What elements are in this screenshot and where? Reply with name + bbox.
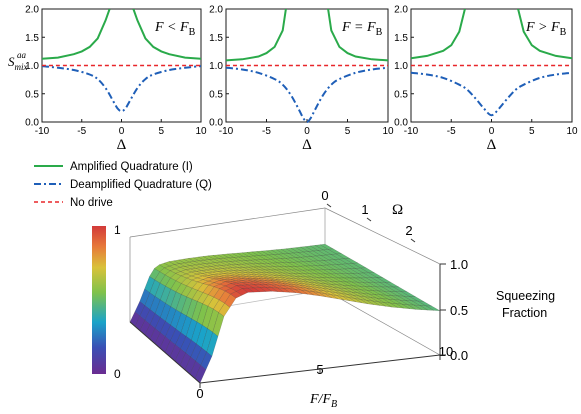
box-edge bbox=[129, 207, 326, 238]
line-panels: -10 -5 0 5 100.00.51.01.52.0F < FBΔSmixaa-10… bbox=[8, 5, 578, 154]
legend-label-amplified: Amplified Quadrature (I) bbox=[70, 161, 193, 173]
x-tick-label: 5 bbox=[529, 126, 535, 137]
surface-mesh bbox=[129, 243, 441, 384]
y-axis-label: Smixaa bbox=[8, 50, 28, 72]
y-tick-label: 1.0 bbox=[209, 61, 223, 72]
omega-axis-label: Ω bbox=[392, 202, 403, 218]
x-axis-label: Δ bbox=[117, 137, 127, 153]
z-axis-tick-label: 0.0 bbox=[450, 348, 468, 363]
series-deamplified-line bbox=[225, 66, 389, 124]
series-deamplified-line bbox=[410, 71, 573, 117]
panel-title: F = FB bbox=[341, 20, 383, 38]
omega-axis-tick-label: 0 bbox=[321, 188, 328, 203]
x-axis-label: Δ bbox=[487, 137, 497, 153]
series-deamplified-line bbox=[41, 65, 202, 113]
panel-title: F > FB bbox=[525, 20, 567, 38]
x-axis-label: Δ bbox=[302, 137, 312, 153]
y-tick-label: 0.5 bbox=[394, 89, 408, 100]
y-tick-label: 1.5 bbox=[209, 33, 223, 44]
x-tick-label: 10 bbox=[195, 126, 207, 137]
colorbar-min-label: 0 bbox=[114, 367, 121, 381]
f-axis-tick-label: 5 bbox=[316, 362, 323, 377]
y-tick-label: 1.5 bbox=[25, 33, 39, 44]
panel-middle: -10 -5 0 5 10 0.0 0.5 1.0 1.5 2.0 F = FB Δ bbox=[209, 5, 394, 154]
z-axis-label-line1: Squeezing bbox=[496, 289, 555, 303]
series-amplified-line bbox=[42, 9, 111, 60]
legend-label-deamplified: Deamplified Quadrature (Q) bbox=[70, 179, 212, 191]
y-tick-label: 1.5 bbox=[394, 33, 408, 44]
x-tick-label: -5 bbox=[262, 126, 271, 137]
legend-label-nodrive: No drive bbox=[70, 197, 113, 209]
x-tick-label: -5 bbox=[77, 126, 86, 137]
y-tick-label: 0.0 bbox=[209, 118, 223, 129]
z-axis-tick-label: 0.5 bbox=[450, 303, 468, 318]
z-axis-label-line2: Fraction bbox=[502, 306, 547, 320]
legend: Amplified Quadrature (I) Deamplified Qua… bbox=[34, 161, 212, 209]
surface-patch bbox=[425, 305, 441, 311]
x-tick-label: 5 bbox=[158, 126, 164, 137]
panel-title: F < FB bbox=[154, 20, 196, 38]
omega-axis-tick-label: 2 bbox=[405, 223, 412, 238]
y-tick-label: 0.5 bbox=[25, 89, 39, 100]
omega-axis-tick bbox=[410, 238, 416, 243]
x-tick-label: 10 bbox=[382, 126, 394, 137]
x-tick-label: 10 bbox=[566, 126, 578, 137]
panel-right: -10 -5 0 5 10 0.0 0.5 1.0 1.5 2.0 F > FB Δ bbox=[394, 5, 578, 154]
x-tick-label: -10 bbox=[404, 126, 419, 137]
series-amplified-line bbox=[132, 9, 201, 60]
y-tick-label: 0.0 bbox=[25, 118, 39, 129]
z-axis-tick-label: 1.0 bbox=[450, 257, 468, 272]
y-tick-label: 1.0 bbox=[394, 61, 408, 72]
y-tick-label: 2.0 bbox=[394, 5, 408, 16]
panel-left: -10 -5 0 5 10 0.0 0.5 1.0 1.5 2.0 F < FB Δ Smixaa bbox=[8, 5, 207, 154]
colorbar-gradient bbox=[92, 226, 106, 374]
x-tick-label: -10 bbox=[35, 126, 50, 137]
f-axis-label: F/FB bbox=[309, 392, 337, 410]
x-tick-label: 0 bbox=[119, 126, 125, 137]
y-tick-label: 1.0 bbox=[25, 61, 39, 72]
omega-axis-tick bbox=[366, 217, 372, 222]
series-amplified-line bbox=[411, 9, 466, 60]
series-amplified-line bbox=[517, 9, 572, 60]
y-tick-label: 0.5 bbox=[209, 89, 223, 100]
series-amplified-line bbox=[327, 9, 388, 62]
box-edge-front bbox=[129, 321, 201, 384]
colorbar: 1 0 bbox=[92, 223, 121, 381]
x-tick-label: 0 bbox=[304, 126, 310, 137]
y-tick-label: 2.0 bbox=[209, 5, 223, 16]
omega-axis-tick bbox=[326, 203, 332, 208]
y-tick-label: 2.0 bbox=[25, 5, 39, 16]
x-tick-label: -10 bbox=[219, 126, 234, 137]
x-tick-label: 5 bbox=[345, 126, 351, 137]
x-tick-label: 0 bbox=[489, 126, 495, 137]
y-tick-label: 0.0 bbox=[394, 118, 408, 129]
colorbar-max-label: 1 bbox=[114, 223, 121, 237]
x-tick-label: -5 bbox=[447, 126, 456, 137]
series-amplified-line bbox=[226, 9, 287, 62]
omega-axis-tick-label: 1 bbox=[361, 202, 368, 217]
f-axis-tick-label: 0 bbox=[196, 386, 203, 401]
